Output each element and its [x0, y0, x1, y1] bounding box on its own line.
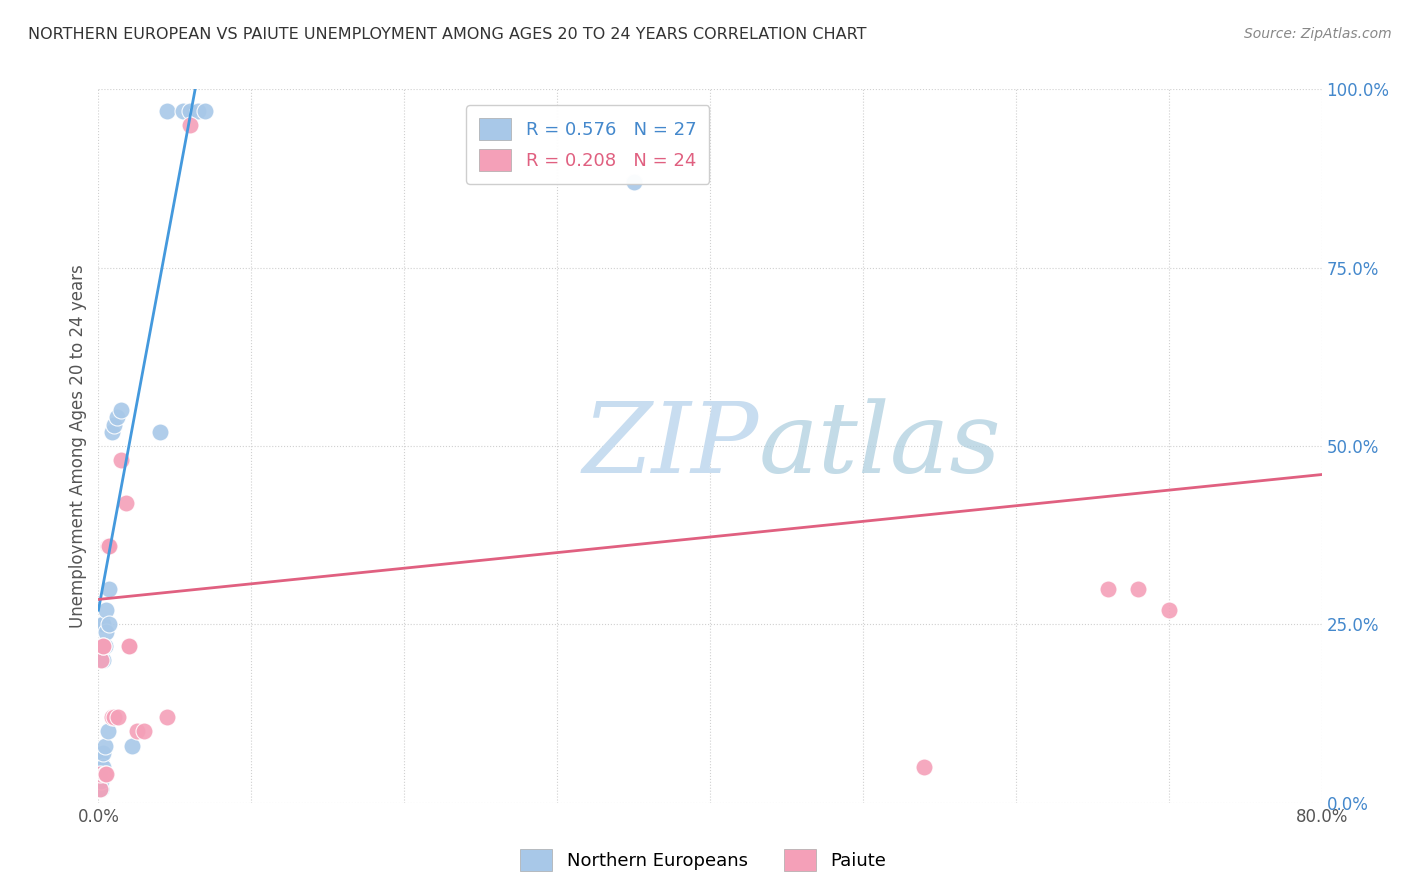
- Point: [93, 739, 115, 753]
- Y-axis label: Unemployment Among Ages 20 to 24 years: Unemployment Among Ages 20 to 24 years: [69, 264, 87, 628]
- Point: [1097, 582, 1119, 596]
- Point: [90, 781, 112, 796]
- Point: [107, 710, 129, 724]
- Point: [125, 724, 148, 739]
- Point: [90, 774, 112, 789]
- Point: [89, 781, 111, 796]
- Point: [93, 767, 115, 781]
- Point: [89, 767, 111, 781]
- Point: [94, 624, 117, 639]
- Point: [91, 639, 114, 653]
- Point: [91, 653, 114, 667]
- Point: [179, 103, 201, 118]
- Point: [91, 760, 114, 774]
- Point: [97, 539, 120, 553]
- Point: [94, 767, 117, 781]
- Point: [101, 710, 124, 724]
- Point: [115, 496, 138, 510]
- Point: [103, 710, 125, 724]
- Point: [91, 639, 114, 653]
- Point: [98, 539, 121, 553]
- Point: [187, 103, 209, 118]
- Point: [91, 617, 114, 632]
- Point: [110, 453, 132, 467]
- Point: [90, 639, 112, 653]
- Point: [912, 760, 935, 774]
- Point: [93, 639, 115, 653]
- Point: [121, 739, 143, 753]
- Point: [89, 781, 111, 796]
- Point: [623, 175, 645, 189]
- Point: [118, 639, 141, 653]
- Text: atlas: atlas: [759, 399, 1001, 493]
- Point: [118, 639, 141, 653]
- Point: [172, 103, 194, 118]
- Point: [98, 617, 121, 632]
- Point: [1128, 582, 1150, 596]
- Point: [149, 425, 172, 439]
- Point: [101, 425, 124, 439]
- Point: [90, 753, 112, 767]
- Point: [90, 653, 112, 667]
- Point: [1157, 603, 1180, 617]
- Point: [97, 724, 120, 739]
- Point: [179, 118, 201, 132]
- Point: [94, 603, 117, 617]
- Point: [91, 746, 114, 760]
- Point: [89, 767, 111, 781]
- Point: [110, 403, 132, 417]
- Point: [103, 417, 125, 432]
- Point: [90, 617, 112, 632]
- Point: [194, 103, 217, 118]
- Text: Source: ZipAtlas.com: Source: ZipAtlas.com: [1244, 27, 1392, 41]
- Text: NORTHERN EUROPEAN VS PAIUTE UNEMPLOYMENT AMONG AGES 20 TO 24 YEARS CORRELATION C: NORTHERN EUROPEAN VS PAIUTE UNEMPLOYMENT…: [28, 27, 866, 42]
- Point: [98, 582, 121, 596]
- Text: ZIP: ZIP: [582, 399, 759, 493]
- Point: [89, 774, 111, 789]
- Point: [156, 103, 179, 118]
- Point: [134, 724, 156, 739]
- Legend: R = 0.576   N = 27, R = 0.208   N = 24: R = 0.576 N = 27, R = 0.208 N = 24: [467, 105, 709, 184]
- Point: [105, 410, 128, 425]
- Point: [156, 710, 179, 724]
- Legend: Northern Europeans, Paiute: Northern Europeans, Paiute: [512, 842, 894, 879]
